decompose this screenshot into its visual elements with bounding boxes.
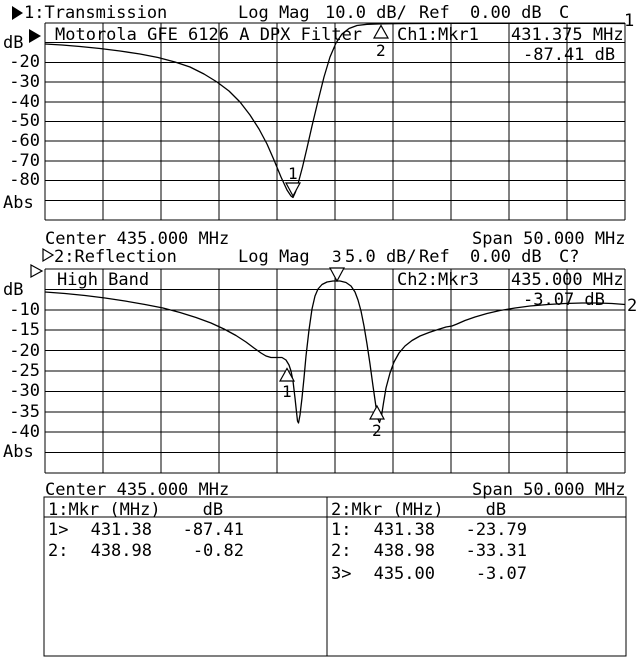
marker-table-right-header: 2:Mkr (MHz) dB bbox=[331, 500, 506, 520]
marker-number: 2: bbox=[331, 541, 352, 561]
ch1-tick: -50 bbox=[9, 111, 40, 131]
ch2-tick: -35 bbox=[9, 401, 40, 422]
ch2-header-scale: 5.0 dB/ bbox=[345, 247, 417, 267]
ch1-title: Motorola GFE 6126 A DPX Filter bbox=[55, 25, 363, 45]
ch1-header-ref-label: Ref bbox=[419, 3, 450, 23]
marker-db: -0.82 bbox=[192, 541, 244, 561]
ch2-tick: -30 bbox=[9, 381, 40, 402]
ch2-axis-unit: dB bbox=[3, 280, 24, 300]
ch2-axis-bottom: Abs bbox=[3, 442, 34, 462]
ch2-tick: -20 bbox=[9, 340, 40, 361]
ch1-tick: -60 bbox=[9, 131, 40, 151]
ch2-center: Center 435.000 MHz bbox=[45, 480, 230, 500]
marker-number: 2: bbox=[48, 541, 69, 561]
ch1-axis-unit: dB bbox=[3, 33, 24, 53]
ch1-header-ref-value: 0.00 dB bbox=[470, 3, 542, 23]
ch2-tick: -10 bbox=[9, 300, 40, 320]
marker-number: 3> bbox=[331, 564, 352, 584]
ch2-readout-freq: 435.000 MHz bbox=[511, 270, 624, 290]
marker-number: 1> bbox=[48, 520, 69, 540]
ch1-header-status: C bbox=[559, 3, 570, 23]
ch2-marker1-icon bbox=[278, 367, 296, 382]
table-header-title: 2:Mkr (MHz) bbox=[331, 500, 444, 520]
ch1-tick: -80 bbox=[9, 170, 40, 190]
ch2-header-channel: 2:Reflection bbox=[54, 247, 177, 267]
marker-number: 1: bbox=[331, 520, 352, 540]
ch2-readout-label: Ch2:Mkr3 bbox=[397, 270, 479, 290]
table-row: 2: 438.98 -33.31 bbox=[331, 541, 527, 561]
ch2-ref-pointer-icon bbox=[30, 263, 44, 279]
ch2-header-ref-value: 0.00 dB bbox=[470, 247, 542, 267]
marker-db: -33.31 bbox=[465, 541, 527, 561]
marker-table-left-header: 1:Mkr (MHz) dB bbox=[48, 500, 223, 520]
ch2-marker2-icon bbox=[368, 404, 386, 420]
ch2-header-ref-label: Ref bbox=[419, 247, 450, 267]
ch2-readout-value: -3.07 dB bbox=[523, 290, 605, 310]
ch1-header-format: Log Mag bbox=[238, 3, 310, 23]
table-row: 3> 435.00 -3.07 bbox=[331, 564, 527, 584]
ch2-header-format: Log Mag bbox=[238, 247, 310, 267]
table-row: 1: 431.38 -23.79 bbox=[331, 520, 527, 540]
ch1-header-scale: 10.0 dB/ bbox=[325, 3, 407, 23]
ch1-marker2-icon bbox=[372, 24, 390, 39]
ch1-header-pointer-icon bbox=[12, 6, 23, 20]
ch2-span: Span 50.000 MHz bbox=[472, 480, 626, 500]
ch2-header-status: C? bbox=[559, 247, 580, 267]
ch2-marker1-label: 1 bbox=[282, 382, 292, 401]
ch1-readout-label: Ch1:Mkr1 bbox=[397, 25, 479, 45]
ch1-readout-freq: 431.375 MHz bbox=[511, 25, 624, 45]
ch1-header-channel: 1:Transmission bbox=[24, 3, 168, 23]
ch1-ref-pointer-icon bbox=[29, 29, 41, 43]
marker-db: -3.07 bbox=[475, 564, 527, 584]
marker-db: -87.41 bbox=[182, 520, 244, 540]
ch1-span: Span 50.000 MHz bbox=[472, 229, 626, 249]
ch2-tick: -25 bbox=[9, 361, 40, 381]
ch2-marker3-icon bbox=[328, 267, 346, 283]
ch1-readout-value: -87.41 dB bbox=[523, 45, 616, 65]
marker-freq: 438.98 bbox=[90, 541, 152, 561]
marker-freq: 435.00 bbox=[373, 564, 435, 584]
ch2-marker2-label: 2 bbox=[372, 421, 382, 440]
ch1-axis-bottom: Abs bbox=[3, 193, 34, 213]
marker-db: -23.79 bbox=[465, 520, 527, 540]
ch2-trace-number: 2 bbox=[627, 296, 638, 316]
marker-table-frame bbox=[43, 496, 627, 657]
ch2-tick: -40 bbox=[9, 422, 40, 443]
table-row: 1> 431.38 -87.41 bbox=[48, 520, 244, 540]
ch2-header-pointer-icon bbox=[42, 247, 55, 263]
ch1-tick: -20 bbox=[9, 52, 40, 72]
table-header-unit: dB bbox=[485, 500, 507, 520]
ch1-trace-number: 1 bbox=[624, 11, 635, 31]
ch1-marker1-label: 1 bbox=[288, 164, 298, 183]
ch1-tick: -30 bbox=[9, 72, 40, 92]
chart1-grid bbox=[44, 22, 626, 221]
ch2-tick: -15 bbox=[9, 320, 40, 340]
marker-freq: 431.38 bbox=[90, 520, 152, 540]
ch1-center: Center 435.000 MHz bbox=[45, 229, 230, 249]
ch1-tick: -40 bbox=[9, 92, 40, 112]
table-row: 2: 438.98 -0.82 bbox=[48, 541, 244, 561]
marker-freq: 431.38 bbox=[373, 520, 435, 540]
ch1-marker1-icon bbox=[284, 182, 302, 198]
chart2-trace bbox=[44, 280, 626, 424]
ch1-tick: -70 bbox=[9, 151, 40, 171]
table-header-title: 1:Mkr (MHz) bbox=[48, 500, 161, 520]
table-header-unit: dB bbox=[202, 500, 224, 520]
marker-freq: 438.98 bbox=[373, 541, 435, 561]
ch2-marker3-label: 3 bbox=[332, 247, 342, 266]
ch2-title: High Band bbox=[57, 270, 150, 290]
ch1-marker2-label: 2 bbox=[376, 41, 386, 60]
